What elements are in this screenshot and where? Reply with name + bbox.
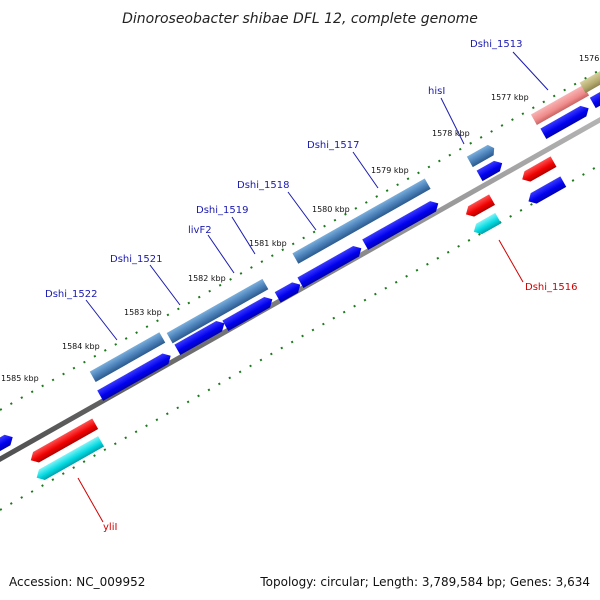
gene-label[interactable]: hisI: [428, 86, 445, 97]
kbp-tick: 1582 kbp: [188, 274, 226, 283]
kbp-tick: 1583 kbp: [124, 308, 162, 317]
forward-cds-track: [0, 89, 600, 454]
cds-reverse-upper[interactable]: [526, 176, 567, 206]
gene-Dshi_1513-pseudo[interactable]: [530, 85, 590, 125]
kbp-tick: 1581 kbp: [249, 239, 287, 248]
forward-gene-track: [89, 62, 600, 383]
gene-label[interactable]: livF2: [188, 225, 212, 236]
kbp-tick: 1577 kbp: [491, 93, 529, 102]
kbp-tick: 1578 kbp: [432, 129, 470, 138]
gene-Dshi_1522[interactable]: [89, 332, 166, 383]
cds-Dshi_1513[interactable]: [540, 103, 591, 140]
cds-Dshi_1522[interactable]: [97, 351, 173, 401]
gene-olive[interactable]: [579, 62, 600, 94]
kbp-tick: 1579 kbp: [371, 166, 409, 175]
gene-label[interactable]: yliI: [103, 522, 117, 533]
reverse-tick-track: [0, 164, 600, 511]
cds-Dshi_1516[interactable]: [471, 212, 502, 237]
genome-stats-text: Topology: circular; Length: 3,789,584 bp…: [259, 575, 590, 589]
gene-Dshi_1517[interactable]: [292, 178, 431, 264]
forward-gene-labels: Dshi_1513 hisI Dshi_1517 Dshi_1518 Dshi_…: [45, 39, 522, 300]
gene-yliI[interactable]: [28, 418, 99, 466]
label-leaders: [85, 51, 549, 341]
reverse-gene-track: [28, 156, 567, 483]
reverse-gene-labels: Dshi_1516 yliI: [103, 282, 577, 533]
cds-livF2[interactable]: [222, 294, 275, 332]
cds-hisI[interactable]: [476, 158, 506, 182]
cds-Dshi_1517[interactable]: [362, 198, 441, 250]
gene-label[interactable]: Dshi_1519: [196, 205, 248, 216]
cds-edge-left[interactable]: [0, 432, 16, 454]
cds-Dshi_1521[interactable]: [174, 318, 227, 356]
forward-tick-track: [0, 69, 600, 411]
kbp-tick-labels: 1576 kbp 1577 kbp 1578 kbp 1579 kbp 1580…: [1, 54, 600, 383]
kbp-tick: 1576 kbp: [579, 54, 600, 63]
gene-hisI[interactable]: [466, 143, 497, 168]
gene-label[interactable]: Dshi_1517: [307, 140, 359, 151]
gene-Dshi_1521[interactable]: [166, 278, 269, 344]
genome-backbone: [0, 116, 600, 463]
gene-label[interactable]: Dshi_1513: [470, 39, 522, 50]
gene-label[interactable]: Dshi_1516: [525, 282, 577, 293]
gene-Dshi_1516[interactable]: [463, 194, 496, 219]
gene-label[interactable]: Dshi_1518: [237, 180, 289, 191]
cds-Dshi_1518[interactable]: [297, 243, 364, 288]
cds-edge-right[interactable]: [589, 89, 600, 109]
gene-label[interactable]: Dshi_1522: [45, 289, 97, 300]
kbp-tick: 1580 kbp: [312, 205, 350, 214]
accession-text: Accession: NC_009952: [9, 575, 145, 589]
map-title: Dinoroseobacter shibae DFL 12, complete …: [122, 11, 478, 27]
gene-label[interactable]: Dshi_1521: [110, 254, 162, 265]
cds-Dshi_1519[interactable]: [274, 279, 304, 303]
cds-yliI[interactable]: [34, 436, 105, 483]
kbp-tick: 1585 kbp: [1, 374, 39, 383]
gene-red-upper[interactable]: [519, 156, 557, 184]
kbp-tick: 1584 kbp: [62, 342, 100, 351]
reverse-label-leaders: [77, 239, 524, 523]
